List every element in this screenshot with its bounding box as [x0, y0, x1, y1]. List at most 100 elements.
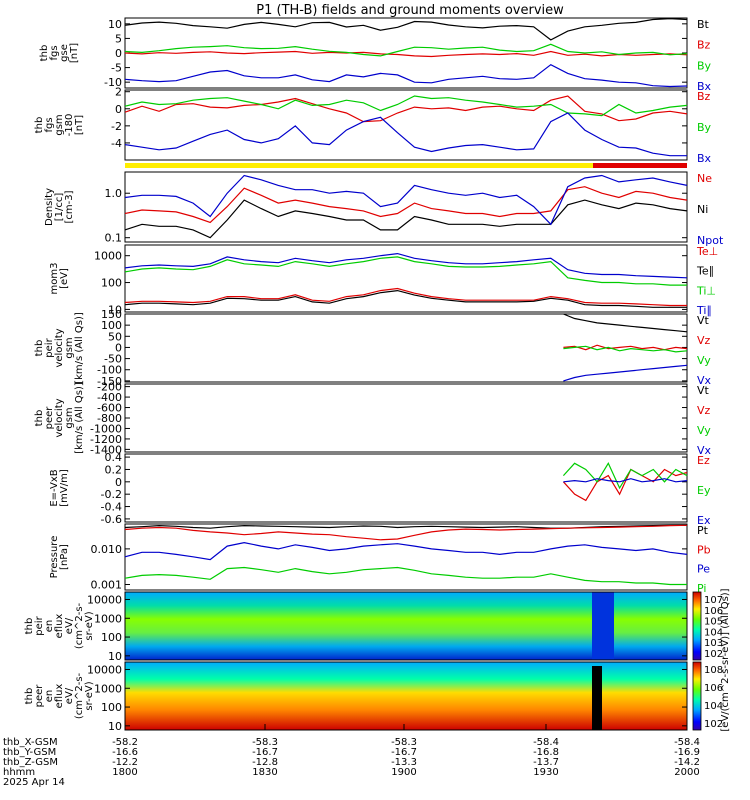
series-line-By: [124, 43, 688, 57]
y-axis-label: thb: [24, 688, 35, 705]
y-axis-label: Density: [44, 188, 55, 226]
y-tick-label: -150: [97, 375, 122, 388]
y-tick-label: -1200: [90, 433, 122, 446]
y-tick-label: -600: [97, 402, 122, 415]
y-tick-label: -400: [97, 391, 122, 404]
y-tick-label: 0.1: [105, 232, 123, 245]
series-line-Bx: [124, 112, 687, 157]
y-tick-label: -5: [111, 62, 122, 75]
y-tick-label: -4: [111, 137, 122, 150]
legend-label-Npot: Npot: [697, 234, 724, 247]
legend-label-Bt: Bt: [697, 18, 710, 31]
y-tick-label: 1.0: [105, 187, 123, 200]
mode-bar-fast: [593, 163, 687, 168]
colorbar-tick-label: 107: [704, 595, 723, 606]
colorbar-tick-label: 105: [704, 617, 723, 628]
y-axis-label: eV/: [64, 687, 75, 704]
panel-frame: [124, 171, 688, 243]
panel-frame: [124, 523, 688, 591]
y-axis-label: Pressure: [49, 536, 60, 579]
colorbar: [692, 591, 702, 661]
y-axis-label: gsm: [64, 407, 75, 428]
x-tick-label: 2000: [674, 767, 699, 778]
x-tick-label: -58.2: [112, 737, 138, 748]
series-line-Npot: [124, 174, 688, 226]
y-tick-label: 50: [108, 330, 122, 343]
y-axis-label: [km/s (All Qs)]: [74, 312, 85, 384]
panel-frame: [124, 453, 688, 523]
y-axis-label: eflux: [54, 684, 65, 709]
y-axis-label: velocity: [54, 398, 65, 437]
colorbar-unit: [eV/(cm^2-s-sr-eV)] (All Qs)]: [720, 588, 731, 731]
panel-frame: [124, 89, 688, 161]
x-tick-label: -58.3: [252, 737, 278, 748]
legend-label-Bz: Bz: [697, 90, 711, 103]
legend-label-Ey: Ey: [697, 484, 711, 497]
y-tick-label: -0.2: [101, 488, 122, 501]
series-line-Ez: [562, 468, 688, 502]
y-tick-label: 10: [108, 303, 122, 316]
y-axis-label: (cm^2-s-: [74, 672, 85, 719]
x-tick-label: 1900: [391, 767, 416, 778]
x-tick-label: -58.4: [674, 737, 700, 748]
y-tick-label: 10: [108, 650, 122, 663]
series-line-Ey: [562, 462, 688, 490]
panel-efield: 0.40.20-0.2-0.4-0.6 E=-VxB [mV/m] Ez Ey Ex: [49, 451, 711, 527]
legend-label-Vt: Vt: [697, 384, 710, 397]
x-tick-label: -13.7: [533, 757, 559, 768]
legend-label-Vz: Vz: [697, 334, 711, 347]
y-axis-label: mom3: [49, 263, 60, 295]
y-axis-label: [nT]: [69, 43, 80, 63]
y-tick-label: -2: [111, 120, 122, 133]
y-tick-label: 2: [115, 86, 122, 99]
y-tick-label: 0: [115, 476, 122, 489]
legend-label-Vx: Vx: [697, 374, 712, 387]
y-tick-label: -800: [97, 412, 122, 425]
legend-label-Vz: Vz: [697, 404, 711, 417]
series-line-Ti∥: [124, 252, 688, 279]
y-tick-label: -10: [104, 76, 122, 89]
x-tick-label: -58.3: [391, 737, 417, 748]
legend-label-Te∥: Te∥: [696, 265, 714, 278]
series-line-Bz: [124, 50, 688, 58]
series-line-Vx: [563, 364, 688, 382]
colorbar-tick-label: 103: [704, 638, 723, 649]
series-line-Pe: [124, 541, 688, 561]
x-tick-label: 1800: [112, 767, 137, 778]
y-axis-label: gse: [59, 44, 70, 62]
legend-label-By: By: [697, 59, 712, 72]
y-axis-label: (cm^2-s-: [74, 602, 85, 649]
y-tick-label: 1000: [94, 612, 122, 625]
y-tick-label: 10: [108, 18, 122, 31]
panel-temperature: 1000 100 10 mom3 [eV] Te⊥ Te∥ Ti⊥ Ti∥: [49, 244, 718, 317]
y-axis-label: thb: [34, 410, 45, 427]
y-axis-label: peir: [34, 615, 45, 635]
y-tick-label: -1000: [90, 422, 122, 435]
legend-label-Ex: Ex: [697, 514, 711, 527]
legend-label-Ti∥: Ti∥: [696, 304, 712, 317]
x-tick-label: -12.8: [252, 757, 278, 768]
y-axis-label: thb: [24, 618, 35, 635]
x-tick-label: -14.2: [674, 757, 700, 768]
y-tick-label: -100: [97, 364, 122, 377]
series-line-Vz: [563, 344, 688, 351]
panel-frame: [124, 591, 688, 661]
y-tick-label: 100: [101, 631, 122, 644]
x-tick-label: -16.6: [112, 747, 138, 758]
y-axis-label: [km/s (All Qs)]: [74, 382, 85, 454]
panel-density: 1.0 0.1 Density [1/cc] [cm-3] Ne Ni Npot: [44, 171, 724, 247]
series-line-Ti⊥: [124, 256, 687, 286]
y-tick-label: 100: [101, 319, 122, 332]
x-row-label: thb_Z-GSM: [3, 757, 58, 768]
y-axis-label: [1/cc]: [54, 193, 65, 222]
date-label: 2025 Apr 14: [3, 777, 65, 788]
legend-label-Bx: Bx: [697, 80, 712, 93]
colorbar-tick-label: 104: [704, 701, 723, 712]
y-tick-label: -1400: [90, 443, 122, 456]
panel-pressure: 0.010 0.001 Pressure [nPa] Pt Pb Pe Pi: [49, 523, 711, 595]
x-tick-label: -16.9: [674, 747, 700, 758]
x-row-label: thb_X-GSM: [3, 737, 58, 748]
